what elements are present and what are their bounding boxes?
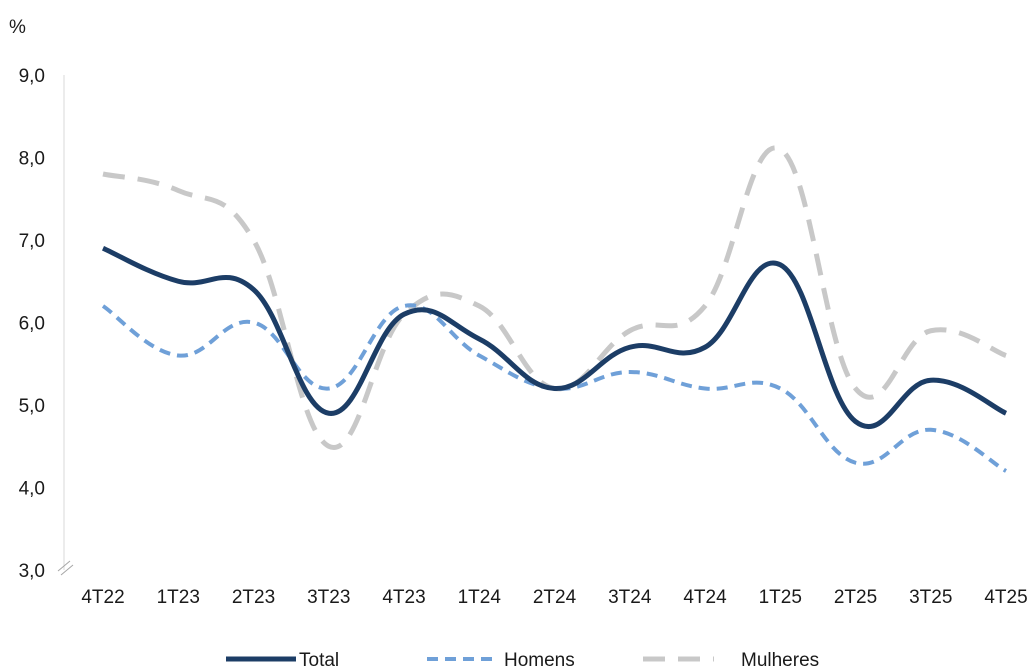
x-tick-label: 3T24 <box>608 587 652 608</box>
legend: Total Homens Mulheres <box>226 650 819 670</box>
legend-label-mulheres: Mulheres <box>741 650 819 670</box>
series-line-mulheres <box>102 145 1007 450</box>
y-tick-label: 7,0 <box>19 231 45 252</box>
x-tick-label: 4T24 <box>683 587 727 608</box>
x-tick-label: 1T24 <box>458 587 502 608</box>
x-tick-label: 2T23 <box>232 587 275 608</box>
y-tick-label: 8,0 <box>19 149 45 170</box>
y-axis-ticks: 3,0 4,0 5,0 6,0 7,0 8,0 9,0 <box>19 66 45 582</box>
y-tick-label: 3,0 <box>19 561 45 582</box>
x-tick-label: 3T25 <box>909 587 952 608</box>
y-axis-break-mark <box>57 560 74 576</box>
series-line-total <box>101 245 1008 430</box>
x-tick-label: 4T25 <box>984 587 1027 608</box>
x-tick-label: 4T22 <box>81 587 124 608</box>
y-tick-label: 5,0 <box>19 396 45 417</box>
y-tick-label: 4,0 <box>19 479 45 500</box>
x-tick-label: 1T23 <box>157 587 200 608</box>
y-tick-label: 9,0 <box>19 66 45 87</box>
y-axis-unit-label: % <box>9 17 26 38</box>
x-tick-label: 2T25 <box>834 587 877 608</box>
legend-label-total: Total <box>299 650 339 670</box>
y-tick-label: 6,0 <box>19 314 45 335</box>
series-lines <box>101 145 1008 473</box>
x-axis-ticks: 4T22 1T23 2T23 3T23 4T23 1T24 2T24 3T24 4T24 1T25… <box>81 587 1027 608</box>
legend-label-homens: Homens <box>504 650 575 670</box>
x-tick-label: 4T23 <box>382 587 425 608</box>
x-tick-label: 3T23 <box>307 587 350 608</box>
x-tick-label: 1T25 <box>759 587 802 608</box>
x-tick-label: 2T24 <box>533 587 577 608</box>
